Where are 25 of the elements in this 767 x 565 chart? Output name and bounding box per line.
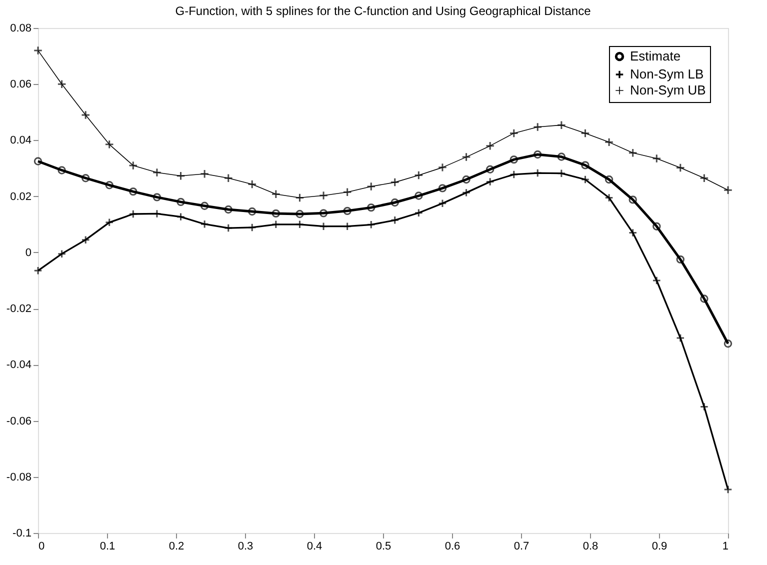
legend-label: Estimate xyxy=(630,48,681,64)
x-tick-label: 0.2 xyxy=(168,540,184,552)
y-tick-label: -0.08 xyxy=(6,471,32,484)
x-tick-label: 0.5 xyxy=(376,540,392,552)
y-tick-label: 0.02 xyxy=(10,190,32,203)
y-tick-label: -0.02 xyxy=(6,303,32,316)
x-tick-label: 0.6 xyxy=(444,540,460,552)
x-tick-label: 0.9 xyxy=(652,540,668,552)
y-tick-label: 0.06 xyxy=(10,78,32,91)
y-tick-label: 0 xyxy=(25,246,32,259)
y-tick-label: -0.04 xyxy=(6,359,32,372)
x-tick-label: 0.7 xyxy=(514,540,530,552)
x-tick-label: 0.3 xyxy=(238,540,254,552)
legend-label: Non-Sym LB xyxy=(630,66,704,82)
x-tick-label: 0.4 xyxy=(306,540,322,552)
x-tick-label: 0.1 xyxy=(100,540,116,552)
x-tick-label: 1 xyxy=(722,540,728,552)
chart-title: G-Function, with 5 splines for the C-function and Using Geographical Distance xyxy=(175,4,592,18)
y-tick-label: 0.04 xyxy=(10,134,32,147)
y-tick-label: 0.08 xyxy=(10,22,32,34)
x-tick-label: 0.8 xyxy=(582,540,598,552)
y-tick-label: -0.06 xyxy=(6,415,32,428)
legend-label: Non-Sym UB xyxy=(630,82,706,98)
y-tick-label: -0.1 xyxy=(12,528,32,540)
x-tick-label: 0 xyxy=(38,540,45,552)
